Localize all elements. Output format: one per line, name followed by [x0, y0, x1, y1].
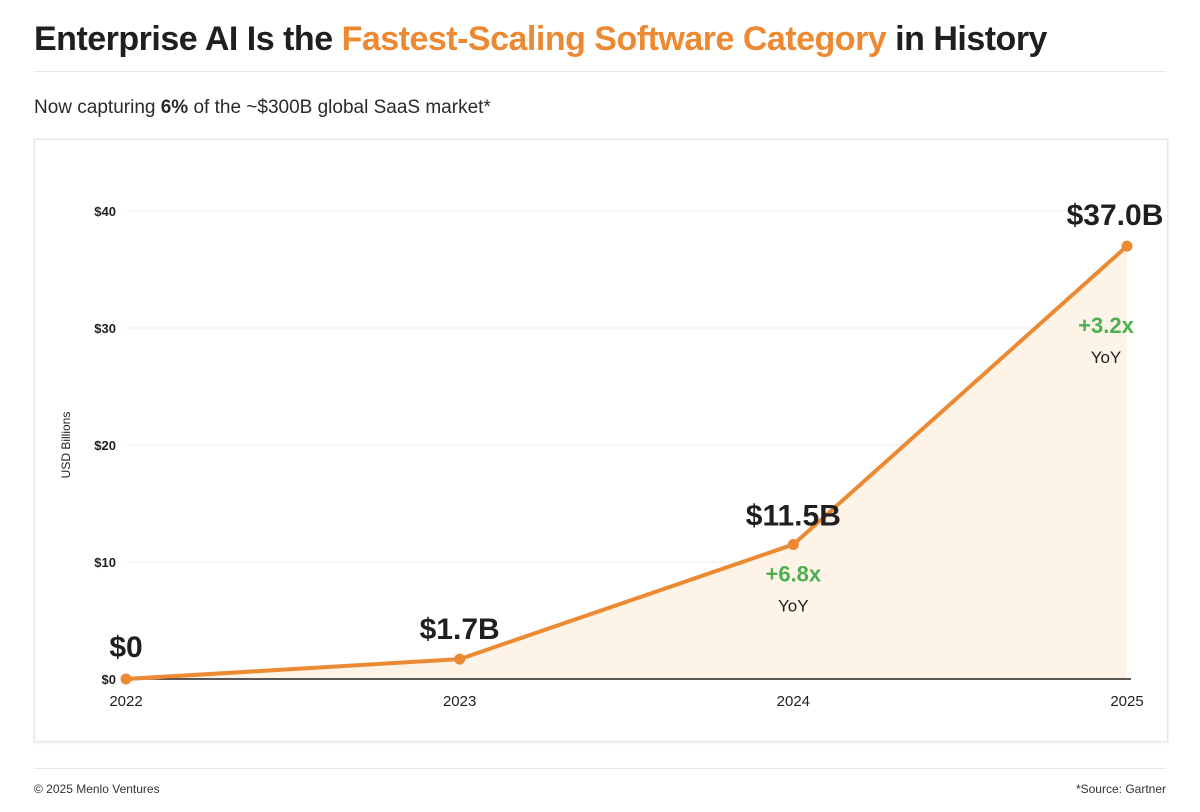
- x-tick-label: 2022: [109, 693, 142, 710]
- data-label: $37.0B: [1067, 199, 1164, 232]
- footer-divider: [34, 768, 1166, 769]
- x-tick-label: 2023: [443, 693, 476, 710]
- y-tick-label: $40: [94, 204, 116, 219]
- subtitle-post: of the ~$300B global SaaS market*: [188, 97, 491, 118]
- subtitle: Now capturing 6% of the ~$300B global Sa…: [34, 97, 491, 119]
- copyright-text: © 2025 Menlo Ventures: [34, 782, 160, 796]
- area-fill: [126, 246, 1127, 679]
- x-tick-label: 2024: [777, 693, 810, 710]
- subtitle-bold: 6%: [160, 97, 189, 118]
- title-pre: Enterprise AI Is the: [34, 20, 342, 58]
- x-tick-label: 2025: [1110, 693, 1143, 710]
- y-tick-label: $0: [102, 672, 116, 687]
- growth-unit: YoY: [778, 596, 809, 615]
- data-label: $1.7B: [420, 613, 500, 646]
- subtitle-pre: Now capturing: [34, 97, 161, 118]
- data-point: [454, 653, 466, 665]
- data-label: $0: [109, 631, 142, 664]
- title-post: in History: [886, 20, 1047, 58]
- growth-multiplier: +6.8x: [765, 561, 821, 586]
- y-tick-label: $10: [94, 555, 116, 570]
- header-divider: [34, 71, 1166, 72]
- data-point: [120, 673, 132, 685]
- source-note: *Source: Gartner: [1075, 782, 1166, 796]
- growth-unit: YoY: [1091, 348, 1122, 367]
- growth-multiplier: +3.2x: [1078, 313, 1134, 338]
- series-line: [124, 244, 1129, 681]
- page-title: Enterprise AI Is the Fastest-Scaling Sof…: [34, 20, 1047, 59]
- y-axis-title: USD Billions: [59, 412, 73, 479]
- data-point: [787, 538, 799, 550]
- title-accent: Fastest-Scaling Software Category: [341, 20, 887, 58]
- y-tick-label: $20: [94, 438, 116, 453]
- y-tick-label: $30: [94, 321, 116, 336]
- data-label: $11.5B: [746, 499, 841, 532]
- data-point: [1121, 240, 1133, 252]
